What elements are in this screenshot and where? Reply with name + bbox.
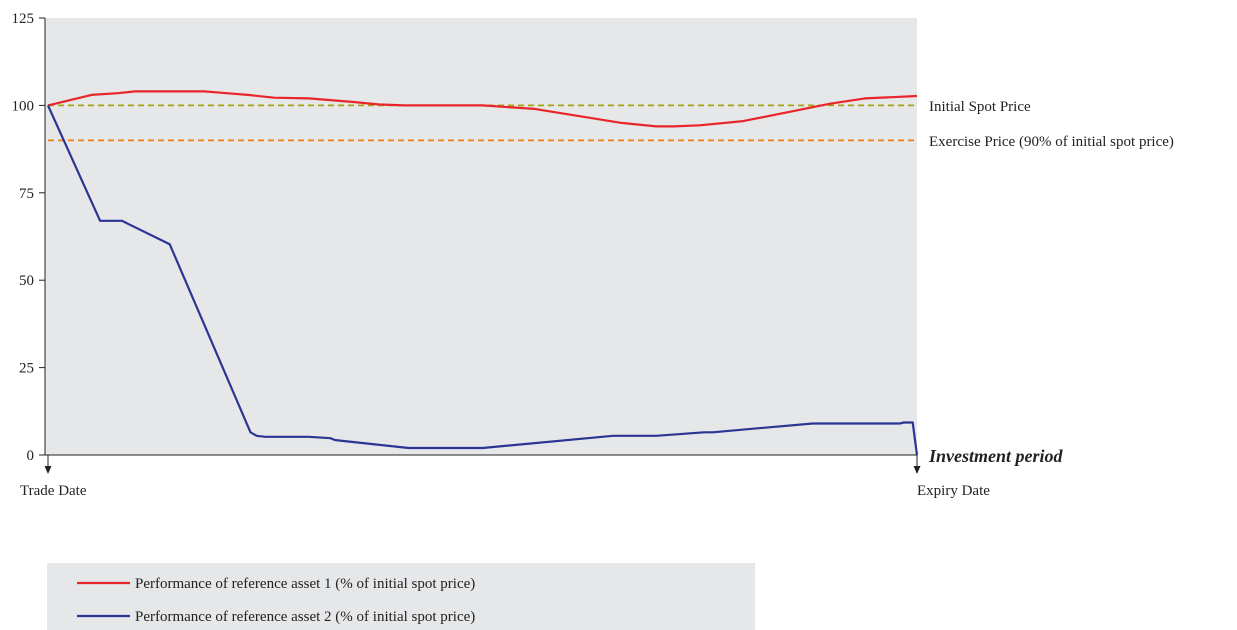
y-tick-label: 75: [19, 186, 34, 202]
plot-background: [45, 18, 917, 455]
legend-background: [47, 563, 755, 630]
series-line-asset-1: [47, 90, 918, 128]
trade-date-label: Trade Date: [20, 483, 87, 499]
y-tick-label: 50: [19, 273, 34, 289]
expiry-date-arrow: [913, 466, 921, 474]
y-tick-label: 25: [19, 361, 34, 377]
y-tick-label: 100: [12, 98, 35, 114]
legend-label-asset-1: Performance of reference asset 1 (% of i…: [135, 576, 475, 592]
expiry-date-label: Expiry Date: [917, 483, 990, 499]
trade-date-arrow: [44, 466, 52, 474]
ref-label-exercise-price: Exercise Price (90% of initial spot pric…: [929, 134, 1174, 150]
ref-label-initial-spot: Initial Spot Price: [929, 99, 1031, 115]
x-axis-label: Investment period: [928, 446, 1063, 466]
y-tick-label: 125: [12, 11, 35, 27]
series-line-asset-2: [46, 104, 919, 456]
legend-label-asset-2: Performance of reference asset 2 (% of i…: [135, 609, 475, 625]
y-tick-label: 0: [27, 448, 35, 464]
